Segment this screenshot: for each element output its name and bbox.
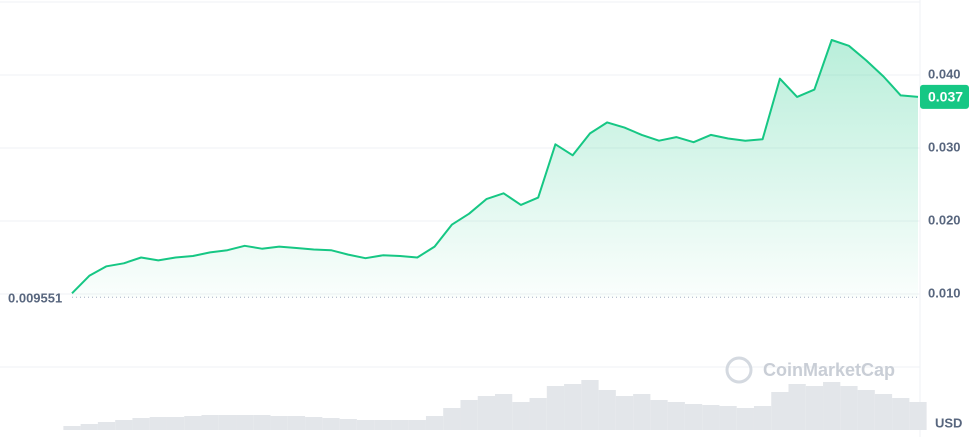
volume-bar [149,417,167,430]
volume-bar [460,400,478,430]
volume-bar [546,386,565,430]
volume-bar [63,426,81,430]
watermark-text: CoinMarketCap [763,360,895,380]
volume-bar [684,404,703,430]
volume-bar [305,417,323,430]
volume-bar [788,384,806,430]
y-tick-label: 0.030 [928,139,961,154]
watermark-logo [725,356,753,384]
volume-bar [270,416,288,430]
currency-label: USD [935,415,962,430]
y-tick-label: 0.020 [928,212,961,227]
price-line [71,39,919,295]
volume-bar [598,390,616,430]
volume-bar [391,420,409,430]
volume-bar [667,402,685,430]
watermark: CoinMarketCap [725,356,895,384]
volume-bar [823,382,841,430]
baseline-label: 0.009551 [8,291,62,306]
volume-bar [874,394,893,430]
volume-bar [564,384,582,430]
volume-bar [408,420,426,430]
volume-bar [287,416,306,430]
price-area [72,40,918,298]
volume-bar [184,416,202,430]
volume-bar [201,415,219,430]
volume-bar [909,402,927,430]
volume-bar [425,416,444,430]
volume-bar [80,424,98,430]
volume-bar [477,396,495,430]
volume-bar [805,386,824,430]
volume-bar [892,398,910,430]
y-tick-label: 0.010 [928,285,961,300]
volume-bar [633,394,651,430]
volume-bar [840,386,858,430]
volume-bar [356,420,375,430]
volume-bar [719,406,737,430]
volume-bar [443,408,461,430]
volume-bar [374,420,392,430]
price-tag-label: 0.037 [928,89,963,105]
volume-bar [512,402,530,430]
volume-bar [97,422,116,430]
volume-bar [529,398,547,430]
volume-bar [339,419,357,430]
volume-bar [495,394,513,430]
volume-bar [253,415,271,430]
volume-bar [132,418,150,430]
volume-bar [650,400,668,430]
volume-bar [236,415,254,430]
volume-bar [615,396,634,430]
y-tick-label: 0.040 [928,66,961,81]
volume-bar [753,406,772,430]
volume-bar [166,417,185,430]
volume-bar [771,392,789,430]
volume-bar [115,420,133,430]
volume-bar [581,380,599,430]
price-tag [920,84,969,109]
volume-bar [322,418,340,430]
volume-bar [857,390,875,430]
volume-bar [702,405,720,430]
volume-bar [736,408,754,430]
volume-bar [218,415,237,430]
